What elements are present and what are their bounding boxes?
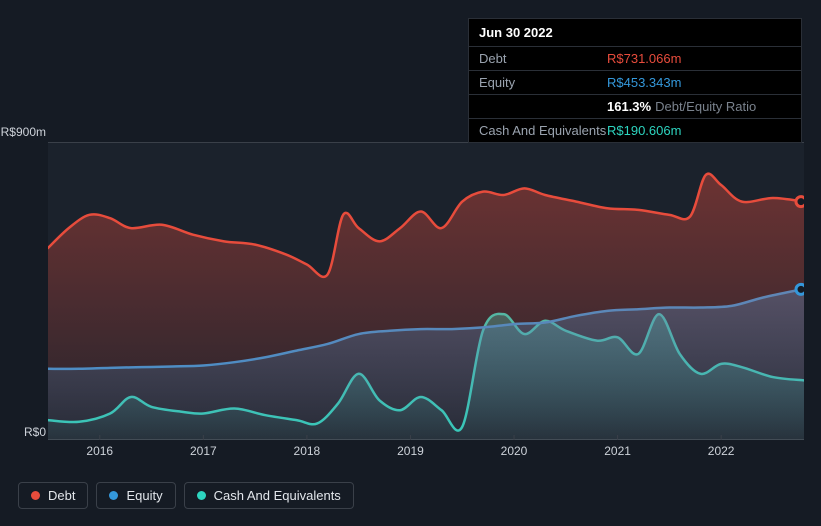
legend-item-debt[interactable]: Debt [18,482,88,509]
tooltip-value: R$731.066m [607,51,791,66]
tooltip-row-equity: Equity R$453.343m [469,71,801,95]
tooltip-label [479,99,607,114]
legend-label: Cash And Equivalents [214,488,341,503]
hover-tooltip: Jun 30 2022 Debt R$731.066m Equity R$453… [468,18,802,143]
legend: Debt Equity Cash And Equivalents [18,482,354,509]
ratio-label: Debt/Equity Ratio [655,99,756,114]
legend-dot-icon [197,491,206,500]
x-tick: 2018 [294,444,321,458]
legend-label: Debt [48,488,75,503]
tooltip-row-debt: Debt R$731.066m [469,47,801,71]
tooltip-value: R$190.606m [607,123,791,138]
ratio-pct: 161.3% [607,99,651,114]
tooltip-value: 161.3% Debt/Equity Ratio [607,99,791,114]
tooltip-label: Cash And Equivalents [479,123,607,138]
x-tick: 2017 [190,444,217,458]
legend-item-cash[interactable]: Cash And Equivalents [184,482,354,509]
tooltip-label: Equity [479,75,607,90]
tooltip-value: R$453.343m [607,75,791,90]
x-tick: 2019 [397,444,424,458]
legend-dot-icon [109,491,118,500]
legend-item-equity[interactable]: Equity [96,482,175,509]
legend-dot-icon [31,491,40,500]
x-tick: 2022 [708,444,735,458]
tooltip-date: Jun 30 2022 [469,19,801,47]
x-tick: 2021 [604,444,631,458]
x-tick: 2020 [501,444,528,458]
legend-label: Equity [126,488,162,503]
chart-svg [48,142,804,440]
y-axis-label-bottom: R$0 [0,425,46,439]
tooltip-row-cash: Cash And Equivalents R$190.606m [469,119,801,142]
tooltip-label: Debt [479,51,607,66]
tooltip-row-ratio: 161.3% Debt/Equity Ratio [469,95,801,119]
y-axis-label-top: R$900m [0,125,46,139]
x-tick: 2016 [86,444,113,458]
financial-chart[interactable] [48,142,804,440]
x-axis: 2016 2017 2018 2019 2020 2021 2022 [48,444,804,464]
